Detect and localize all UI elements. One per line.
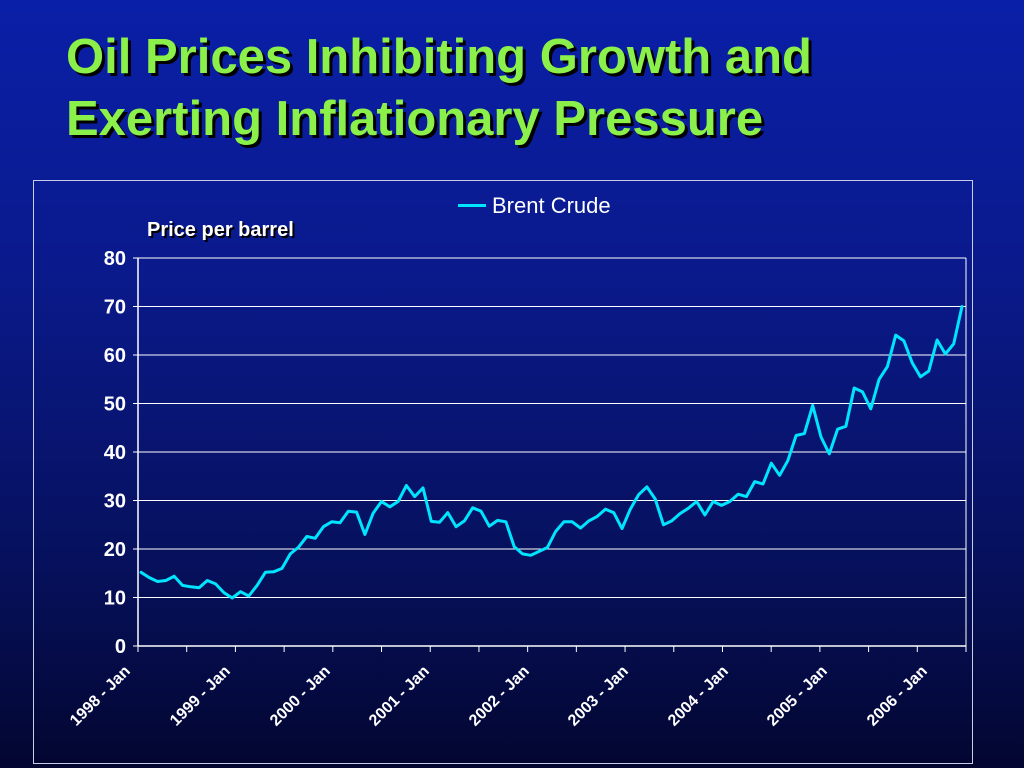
x-tick-label: 2006 - Jan [864,663,931,730]
chart-legend: Brent Crude [458,193,611,219]
y-tick-label: 70 [104,297,126,319]
chart-frame [33,180,973,764]
y-axis-label: Price per barrel [147,219,294,241]
x-tick-label: 1998 - Jan [67,663,134,730]
x-tick-label: 2001 - Jan [366,663,433,730]
slide-title: Oil Prices Inhibiting Growth and Exertin… [66,26,996,150]
y-tick-label: 0 [115,636,126,658]
y-tick-label: 80 [104,248,126,270]
x-tick-label: 2002 - Jan [466,663,533,730]
y-tick-label: 20 [104,539,126,561]
x-tick-label: 2003 - Jan [565,663,632,730]
y-tick-label: 60 [104,345,126,367]
y-tick-label: 40 [104,442,126,464]
x-tick-label: 2005 - Jan [764,663,831,730]
series-line-brent-crude [139,305,964,600]
legend-swatch [458,203,486,207]
x-tick-label: 2004 - Jan [665,663,732,730]
x-tick-label: 2000 - Jan [267,663,334,730]
x-tick-label: 1999 - Jan [167,663,234,730]
y-tick-label: 10 [104,588,126,610]
legend-label: Brent Crude [492,193,611,218]
title-line-1: Oil Prices Inhibiting Growth and [66,30,812,84]
title-line-2: Exerting Inflationary Pressure [66,92,764,146]
y-tick-label: 30 [104,491,126,513]
y-tick-label: 50 [104,394,126,416]
